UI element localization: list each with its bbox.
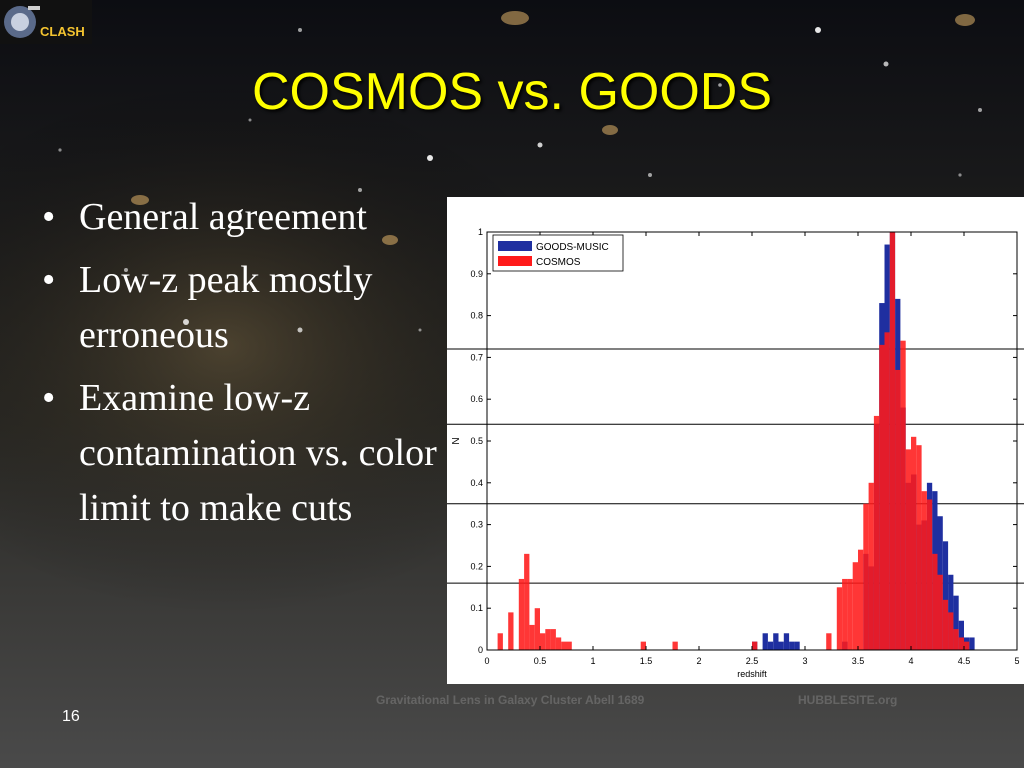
- histogram-bar: [826, 633, 832, 650]
- histogram-bar: [497, 633, 503, 650]
- y-tick-label: 0.4: [470, 478, 483, 488]
- histogram-bar: [953, 595, 959, 650]
- histogram-bar: [911, 436, 917, 650]
- logo-text: CLASH: [40, 24, 85, 39]
- histogram-bar: [900, 340, 906, 650]
- image-credit-site: HUBBLESITE.org: [798, 693, 898, 707]
- histogram-bar: [879, 344, 885, 650]
- histogram-bar: [964, 641, 970, 650]
- histogram-bar: [508, 612, 514, 650]
- histogram-bar: [789, 641, 795, 650]
- histogram-bar: [926, 499, 933, 650]
- y-tick-label: 0.7: [470, 352, 483, 362]
- y-tick-label: 0.2: [470, 561, 483, 571]
- histogram-bar: [916, 445, 922, 650]
- series-cosmos: [497, 232, 970, 650]
- clash-logo: CLASH: [0, 0, 92, 44]
- clash-emblem-icon: [4, 6, 40, 38]
- y-tick-label: 0.3: [470, 520, 483, 530]
- bullet-item: Examine low-z contamination vs. color li…: [42, 371, 442, 536]
- histogram-bar: [566, 641, 572, 650]
- histogram-bar: [921, 491, 927, 650]
- histogram-bar: [524, 553, 530, 650]
- histogram-bar: [895, 369, 901, 650]
- histogram-bar: [937, 574, 943, 650]
- chart-legend: GOODS-MUSIC COSMOS: [492, 234, 624, 272]
- histogram-bar: [942, 599, 949, 650]
- x-axis-label: redshift: [737, 669, 767, 679]
- x-tick-label: 4: [908, 656, 913, 666]
- histogram-bar: [852, 562, 858, 650]
- y-tick-label: 1: [478, 227, 483, 237]
- y-tick-label: 0: [478, 645, 483, 655]
- histogram-bar: [529, 624, 535, 650]
- x-tick-label: 1.5: [640, 656, 653, 666]
- histogram-bar: [550, 629, 556, 650]
- x-tick-label: 3.5: [852, 656, 865, 666]
- image-credit-text: Gravitational Lens in Galaxy Cluster Abe…: [376, 693, 645, 707]
- legend-swatch: [498, 256, 532, 266]
- histogram-bar: [942, 541, 949, 650]
- y-tick-label: 0.6: [470, 394, 483, 404]
- histogram-bar: [948, 612, 954, 650]
- histogram-bar: [794, 641, 800, 650]
- histogram-bar: [752, 641, 758, 650]
- histogram-bar: [863, 503, 869, 650]
- histogram-bar: [958, 637, 964, 650]
- histogram-bar: [534, 608, 540, 650]
- bullet-list: General agreement Low-z peak mostly erro…: [42, 190, 442, 544]
- x-tick-label: 5: [1014, 656, 1019, 666]
- histogram-bar: [640, 641, 646, 650]
- y-tick-label: 0.9: [470, 269, 483, 279]
- x-tick-label: 2: [696, 656, 701, 666]
- x-tick-label: 0: [484, 656, 489, 666]
- histogram-bar: [847, 578, 853, 650]
- legend-label: COSMOS: [536, 257, 581, 268]
- y-axis-label: N: [451, 437, 462, 444]
- histogram-bar: [868, 482, 874, 650]
- x-tick-label: 0.5: [534, 656, 547, 666]
- y-tick-label: 0.8: [470, 311, 483, 321]
- histogram-bar: [767, 641, 774, 650]
- x-tick-label: 2.5: [746, 656, 759, 666]
- histogram-bar: [672, 641, 678, 650]
- histogram-bar: [889, 232, 896, 650]
- x-tick-label: 4.5: [958, 656, 971, 666]
- histogram-bar: [545, 629, 551, 650]
- chart-axes: 0 0.5 1 1.5 2 2.5 3 3.5 4 4.5 5 0 0.1 0.2 0.3 0.4 0.5 0.6…: [451, 227, 1020, 679]
- histogram-bar: [540, 633, 546, 650]
- histogram-bar: [873, 415, 880, 650]
- histogram-bar: [836, 587, 843, 650]
- x-tick-label: 1: [590, 656, 595, 666]
- redshift-histogram-chart: 0 0.5 1 1.5 2 2.5 3 3.5 4 4.5 5 0 0.1 0.2 0.3 0.4 0.5 0.6…: [447, 197, 1024, 684]
- histogram-bar: [958, 620, 964, 650]
- histogram-bar: [762, 633, 768, 650]
- histogram-bar: [518, 578, 525, 650]
- histogram-bar: [884, 332, 890, 650]
- histogram-bar: [969, 637, 975, 650]
- bullet-item: Low-z peak mostly erroneous: [42, 253, 442, 363]
- histogram-bar: [783, 633, 790, 650]
- histogram-bar: [953, 629, 959, 650]
- histogram-bar: [858, 549, 864, 650]
- y-tick-label: 0.1: [470, 603, 483, 613]
- slide-number: 16: [62, 708, 80, 725]
- x-tick-label: 3: [802, 656, 807, 666]
- histogram-bar: [773, 633, 779, 650]
- histogram-bar: [842, 578, 848, 650]
- bullet-item: General agreement: [42, 190, 442, 245]
- histogram-bar: [561, 641, 567, 650]
- y-tick-label: 0.5: [470, 436, 483, 446]
- histogram-bar: [905, 449, 911, 650]
- legend-swatch: [498, 241, 532, 251]
- histogram-bar: [932, 553, 938, 650]
- histogram-bar: [555, 637, 562, 650]
- legend-label: GOODS-MUSIC: [536, 242, 609, 253]
- histogram-bar: [778, 641, 784, 650]
- slide-title: COSMOS vs. GOODS: [251, 63, 773, 121]
